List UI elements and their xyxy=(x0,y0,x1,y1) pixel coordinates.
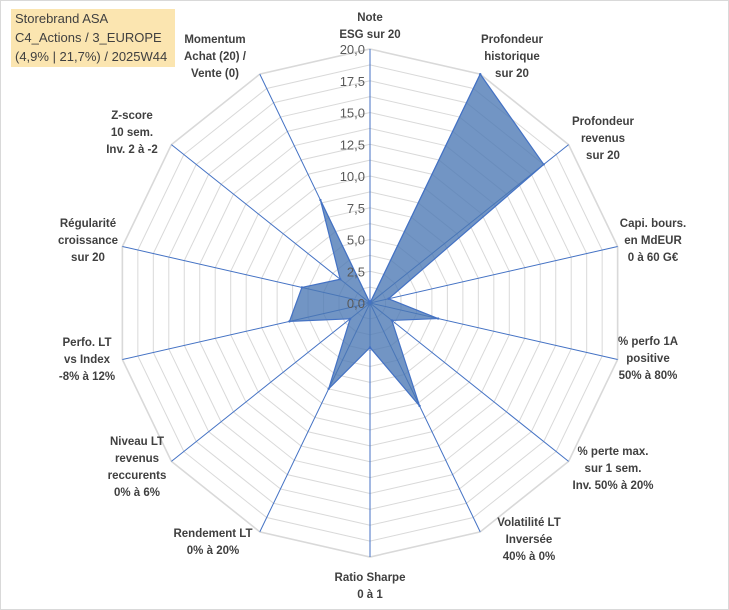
axis-label-line: croissance xyxy=(58,235,118,247)
tick-label: 12,5 xyxy=(340,137,365,152)
axis-label: Perfo. LT vs Index -8% à 12% xyxy=(59,337,115,383)
axis-spoke xyxy=(171,302,371,462)
axis-label: Rendement LT 0% à 20% xyxy=(173,528,252,557)
tick-label: 17,5 xyxy=(340,74,365,89)
axis-label-line: positive xyxy=(626,353,669,365)
axis-label: Capi. bours. en MdEUR 0 à 60 G€ xyxy=(620,218,686,264)
axis-label-line: sur 20 xyxy=(71,252,105,264)
axis-label: Volatilité LT Inversée 40% à 0% xyxy=(497,517,560,563)
axis-label-line: % perte max. xyxy=(578,446,649,458)
axis-label: Régularité croissance sur 20 xyxy=(58,218,118,264)
data-point xyxy=(327,387,330,391)
axis-label: Ratio Sharpe 0 à 1 xyxy=(335,572,406,601)
axis-label-line: 10 sem. xyxy=(111,127,153,139)
data-point xyxy=(390,319,394,322)
data-point xyxy=(368,346,372,349)
axis-label-line: revenus xyxy=(581,133,625,145)
title-company: Storebrand ASA xyxy=(15,11,109,26)
radial-tick-labels: 0,0 2,5 5,0 7,5 10,0 12,5 15,0 17,5 20,0 xyxy=(340,42,365,311)
axis-label-line: 0 à 1 xyxy=(357,589,383,601)
axis-label-line: Achat (20) / xyxy=(184,51,247,63)
data-point xyxy=(288,320,291,323)
axis-label-line: reccurents xyxy=(108,470,167,482)
title-category: C4_Actions / 3_EUROPE xyxy=(15,30,162,45)
axis-label-line: historique xyxy=(484,51,540,63)
axis-label-line: Perfo. LT xyxy=(63,337,112,349)
tick-label: 15,0 xyxy=(340,106,365,121)
axis-label-line: Capi. bours. xyxy=(620,218,686,230)
axis-label-line: Inv. 2 à -2 xyxy=(106,144,158,156)
data-point xyxy=(300,286,304,289)
data-point xyxy=(348,317,352,321)
axis-label-line: Momentum xyxy=(184,34,245,46)
axis-label-line: Inversée xyxy=(506,534,553,546)
axis-label-line: Niveau LT xyxy=(110,436,164,448)
axis-label-line: en MdEUR xyxy=(624,235,682,247)
tick-label: 0,0 xyxy=(347,296,365,311)
data-point xyxy=(339,278,342,281)
axis-label: % perfo 1A positive 50% à 80% xyxy=(618,336,678,382)
tick-label: 2,5 xyxy=(347,264,365,279)
chart-title-box: Storebrand ASA C4_Actions / 3_EUROPE (4,… xyxy=(11,9,175,67)
axis-label-line: sur 20 xyxy=(495,68,529,80)
axis-label-line: 0 à 60 G€ xyxy=(628,252,679,264)
axis-label-line: ESG sur 20 xyxy=(339,29,400,41)
axis-label-line: Vente (0) xyxy=(191,68,239,80)
data-point xyxy=(436,317,440,320)
tick-label: 5,0 xyxy=(347,233,365,248)
axis-label-line: Profondeur xyxy=(481,34,543,46)
axis-spoke xyxy=(171,144,371,304)
data-point xyxy=(368,301,372,305)
axis-spoke xyxy=(369,302,569,462)
axis-label-line: Ratio Sharpe xyxy=(335,572,406,584)
axis-label: Profondeur revenus sur 20 xyxy=(572,116,634,162)
axis-label-line: % perfo 1A xyxy=(618,336,678,348)
axis-label-line: 50% à 80% xyxy=(619,370,678,382)
axis-label: Note ESG sur 20 xyxy=(339,12,400,41)
data-point xyxy=(479,72,482,76)
tick-label: 7,5 xyxy=(347,201,365,216)
tick-label: 10,0 xyxy=(340,169,365,184)
data-point xyxy=(542,163,545,166)
axis-label-line: vs Index xyxy=(64,354,111,366)
data-point xyxy=(387,297,390,300)
axis-label-line: Volatilité LT xyxy=(497,517,560,529)
axis-label: Z-score 10 sem. Inv. 2 à -2 xyxy=(106,110,158,156)
radar-series xyxy=(288,72,545,408)
axis-label-line: revenus xyxy=(115,453,159,465)
series-area xyxy=(288,73,545,407)
axis-labels: Note ESG sur 20 Profondeur historique sur 20… xyxy=(58,12,686,601)
axis-label-line: 0% à 20% xyxy=(187,545,239,557)
axis-label-line: Inv. 50% à 20% xyxy=(573,480,654,492)
axis-label: Momentum Achat (20) / Vente (0) xyxy=(184,34,247,80)
tick-label: 20,0 xyxy=(340,42,365,57)
axis-spoke xyxy=(369,245,618,304)
axis-label: Profondeur historique sur 20 xyxy=(481,34,543,80)
axis-label-line: Profondeur xyxy=(572,116,634,128)
axis-label-line: Rendement LT xyxy=(173,528,252,540)
axis-label-line: Note xyxy=(357,12,383,24)
axis-label-line: 40% à 0% xyxy=(503,551,555,563)
axis-label-line: 0% à 6% xyxy=(114,487,160,499)
axis-label-line: Z-score xyxy=(111,110,153,122)
title-stats: (4,9% | 21,7%) / 2025W44 xyxy=(15,49,168,64)
axis-label-line: sur 1 sem. xyxy=(585,463,642,475)
data-point xyxy=(319,198,322,202)
axis-label-line: sur 20 xyxy=(586,150,620,162)
axis-label-line: -8% à 12% xyxy=(59,371,115,383)
axis-label: % perte max. sur 1 sem. Inv. 50% à 20% xyxy=(573,446,654,492)
axis-label-line: Régularité xyxy=(60,218,116,230)
data-point xyxy=(418,404,421,408)
axis-label: Niveau LT revenus reccurents 0% à 6% xyxy=(108,436,167,499)
